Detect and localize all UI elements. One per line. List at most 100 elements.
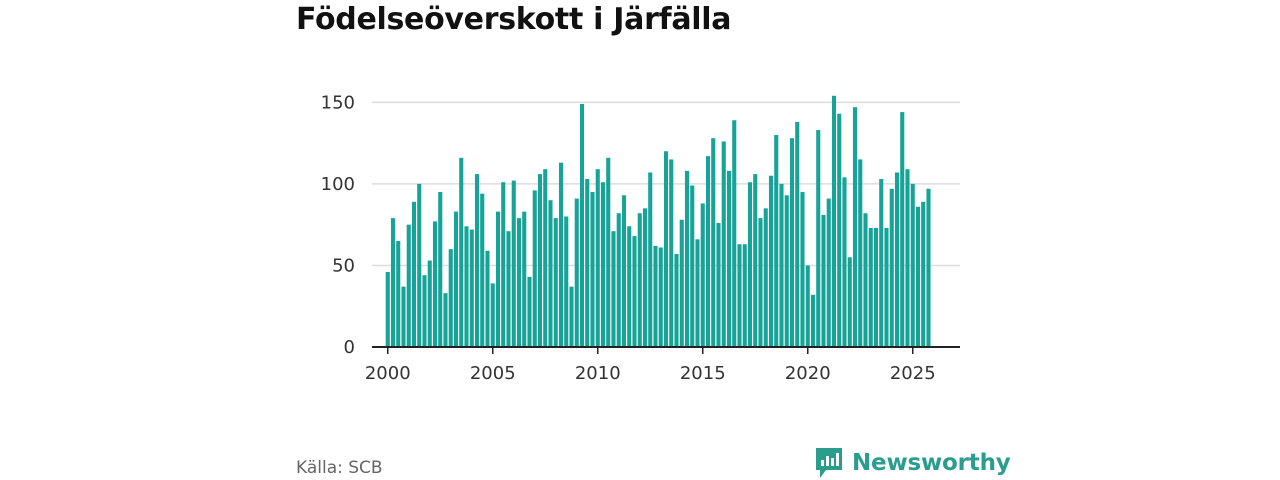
x-tick-label: 2010 (575, 363, 621, 384)
bar (480, 193, 485, 347)
bar (490, 283, 495, 347)
bar (548, 200, 553, 347)
bar (606, 157, 611, 347)
bar (842, 177, 847, 347)
y-tick-label: 150 (321, 92, 355, 113)
bars (385, 95, 931, 348)
brand-name: Newsworthy (852, 450, 1011, 476)
bar (653, 245, 658, 347)
bar (816, 130, 821, 347)
bar (579, 103, 585, 347)
bar (747, 182, 753, 347)
bar (679, 219, 684, 347)
bar (506, 231, 511, 347)
bar (669, 159, 674, 347)
bar (784, 195, 789, 347)
bar (658, 247, 663, 347)
bar (527, 276, 532, 347)
bar (621, 195, 627, 347)
bar (558, 162, 564, 347)
bar (863, 213, 868, 347)
bar (422, 275, 427, 347)
bar (789, 138, 795, 347)
bar (443, 293, 448, 347)
bar (411, 201, 417, 347)
bar (884, 227, 889, 347)
bar (716, 223, 721, 347)
bar (795, 121, 800, 347)
x-tick-label: 2005 (470, 363, 516, 384)
bar (700, 203, 705, 347)
axes: 0 50 100 150 2000 2005 2010 2015 2020 2025 (321, 92, 960, 384)
bar (900, 112, 905, 347)
x-tick-label: 2000 (365, 363, 411, 384)
bar (810, 294, 816, 347)
chart-title: Födelseöverskott i Järfälla (296, 2, 732, 37)
bar (726, 170, 732, 347)
bar (543, 169, 548, 347)
x-tick-label: 2025 (890, 363, 936, 384)
bar (427, 260, 432, 347)
bar (737, 244, 742, 347)
bar (926, 188, 931, 347)
bar (553, 218, 558, 347)
bar (474, 174, 480, 347)
bar (663, 151, 669, 347)
bar (742, 244, 747, 347)
bar (684, 170, 690, 347)
bar (600, 182, 606, 347)
bar (732, 120, 737, 347)
bar (459, 157, 464, 347)
bar (674, 254, 679, 347)
bar (564, 216, 569, 347)
bar (763, 208, 768, 347)
bar (889, 188, 894, 347)
newsworthy-logo[interactable]: Newsworthy (814, 446, 1011, 480)
bar (873, 227, 879, 347)
bar (537, 174, 543, 347)
bar (753, 174, 758, 347)
bar (401, 286, 406, 347)
bar (847, 257, 852, 347)
bar (632, 236, 637, 347)
y-tick-label: 0 (344, 337, 355, 358)
bar (569, 286, 574, 347)
bar (511, 180, 516, 347)
bar (585, 178, 590, 347)
bar (574, 198, 579, 347)
bar (595, 169, 600, 347)
bar (627, 226, 632, 347)
bar (774, 134, 779, 347)
bar (831, 95, 837, 347)
y-tick-label: 100 (321, 174, 355, 195)
bar (690, 185, 695, 347)
bar (448, 249, 453, 348)
bar (485, 250, 490, 347)
x-tick-label: 2015 (680, 363, 726, 384)
bar (648, 172, 653, 347)
newsworthy-logo-icon (816, 448, 842, 478)
bar (495, 211, 501, 347)
bar (705, 156, 711, 347)
bar (390, 218, 396, 347)
bar (385, 271, 390, 347)
bar (805, 265, 810, 347)
bar (826, 198, 831, 347)
bar (768, 175, 774, 347)
bar (501, 182, 506, 347)
bar (464, 226, 469, 347)
bar (616, 213, 621, 347)
source-label: Källa: SCB (296, 458, 383, 478)
bar (522, 211, 527, 347)
bar (453, 211, 459, 347)
bar (432, 221, 438, 347)
y-tick-label: 50 (332, 255, 355, 276)
bar (800, 192, 805, 347)
bar (858, 159, 863, 347)
bar (637, 213, 642, 347)
bar (852, 107, 858, 348)
x-tick-label: 2020 (785, 363, 831, 384)
bar (821, 214, 826, 347)
bar (779, 183, 784, 348)
